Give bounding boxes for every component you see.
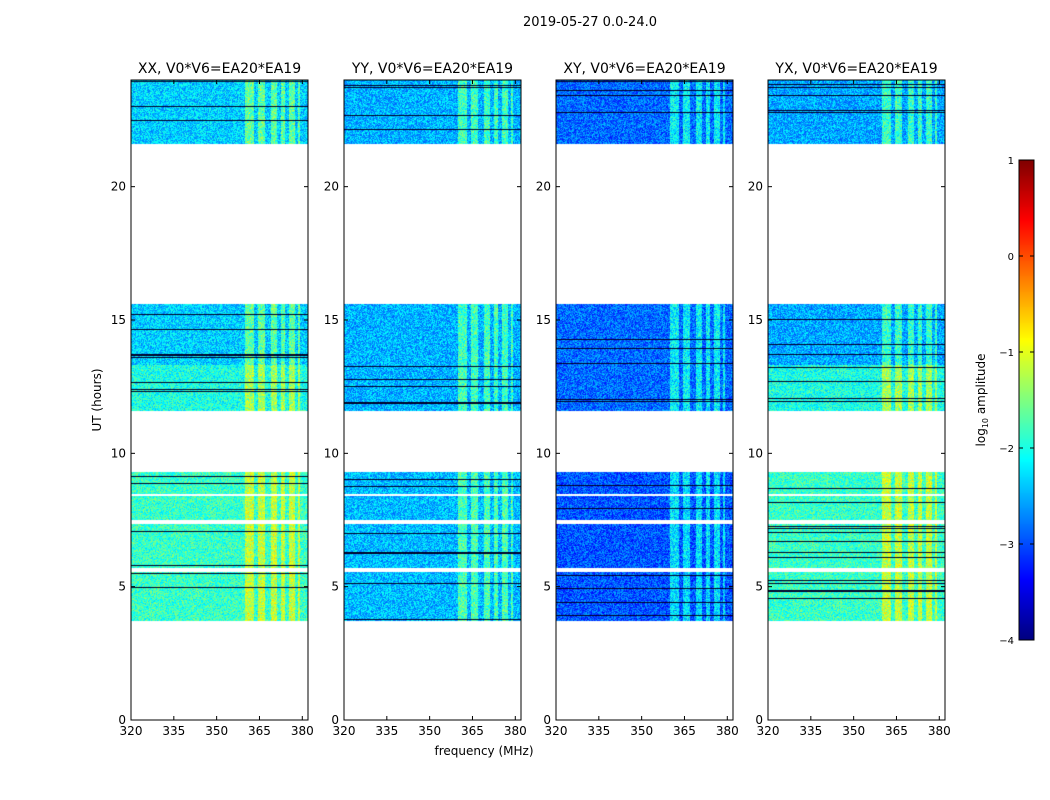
y-tick-label: 20 [111, 180, 126, 194]
x-tick-label: 320 [333, 724, 356, 738]
x-tick-label: 380 [716, 724, 739, 738]
x-tick-label: 350 [418, 724, 441, 738]
panel-4: YX, V0*V6=EA20*EA19 320 335 350 365 380 0 5 10 15… [748, 61, 951, 738]
colorbar-frame [1018, 159, 1035, 641]
y-tick-label: 5 [543, 580, 551, 594]
panel-frame [767, 79, 946, 721]
y-tick-label: 10 [111, 446, 126, 460]
figure-suptitle: 2019-05-27 0.0-24.0 [523, 15, 657, 30]
y-tick-label: 15 [324, 313, 339, 327]
y-tick-label: 10 [324, 446, 339, 460]
panels-group: XX, V0*V6=EA20*EA19 320 335 350 365 380 0 5 10 15… [111, 61, 951, 738]
y-tick-label: 15 [748, 313, 763, 327]
panel-heatmap [344, 80, 521, 720]
y-tick-label: 5 [331, 580, 339, 594]
y-tick-label: 10 [748, 446, 763, 460]
y-tick-label: 20 [536, 180, 551, 194]
panel-title: YX, V0*V6=EA20*EA19 [774, 61, 937, 77]
x-tick-label: 365 [673, 724, 696, 738]
y-tick-label: 0 [543, 713, 551, 727]
panel-title: XY, V0*V6=EA20*EA19 [563, 61, 725, 77]
x-tick-label: 365 [461, 724, 484, 738]
x-tick-label: 320 [757, 724, 780, 738]
y-axis-label: UT (hours) [90, 368, 104, 431]
y-tick-label: 0 [331, 713, 339, 727]
panel-2: YY, V0*V6=EA20*EA19 320 335 350 365 380 0 5 10 15… [324, 61, 527, 738]
colorbar-tick-label: −2 [999, 444, 1014, 455]
colorbar: −4 −3 −2 −1 0 1 log10 amplitude [974, 156, 1035, 647]
colorbar-tick-label: 1 [1008, 156, 1014, 167]
y-tick-label: 10 [536, 446, 551, 460]
y-tick-label: 15 [536, 313, 551, 327]
panel-heatmap [768, 80, 945, 720]
x-tick-label: 335 [587, 724, 610, 738]
panel-1: XX, V0*V6=EA20*EA19 320 335 350 365 380 0 5 10 15… [111, 61, 314, 738]
panel-title: YY, V0*V6=EA20*EA19 [351, 61, 513, 77]
x-tick-label: 335 [799, 724, 822, 738]
panel-heatmap [556, 80, 733, 720]
panel-frame [130, 79, 309, 721]
x-tick-label: 380 [291, 724, 314, 738]
colorbar-tick-label: −1 [999, 348, 1014, 359]
y-tick-label: 5 [118, 580, 126, 594]
colorbar-gradient [1019, 160, 1034, 640]
panel-heatmap [131, 80, 308, 720]
x-tick-label: 365 [885, 724, 908, 738]
colorbar-tick-label: 0 [1008, 252, 1014, 263]
x-tick-label: 350 [842, 724, 865, 738]
x-tick-label: 380 [504, 724, 527, 738]
y-tick-label: 0 [118, 713, 126, 727]
y-tick-label: 15 [111, 313, 126, 327]
x-tick-label: 350 [205, 724, 228, 738]
x-axis-label: frequency (MHz) [434, 744, 533, 758]
x-tick-label: 380 [928, 724, 951, 738]
y-tick-label: 20 [748, 180, 763, 194]
colorbar-tick-label: −3 [999, 540, 1014, 551]
y-tick-label: 20 [324, 180, 339, 194]
colorbar-tick-label: −4 [999, 636, 1014, 647]
x-tick-label: 320 [545, 724, 568, 738]
x-tick-label: 335 [375, 724, 398, 738]
panel-title: XX, V0*V6=EA20*EA19 [138, 61, 301, 77]
y-tick-label: 5 [755, 580, 763, 594]
x-tick-label: 350 [630, 724, 653, 738]
panel-frame [555, 79, 734, 721]
x-tick-label: 365 [248, 724, 271, 738]
panel-frame [343, 79, 522, 721]
colorbar-label: log10 amplitude [974, 354, 990, 447]
panel-3: XY, V0*V6=EA20*EA19 320 335 350 365 380 0 5 10 15… [536, 61, 739, 738]
y-tick-label: 0 [755, 713, 763, 727]
x-tick-label: 335 [162, 724, 185, 738]
x-tick-label: 320 [120, 724, 143, 738]
